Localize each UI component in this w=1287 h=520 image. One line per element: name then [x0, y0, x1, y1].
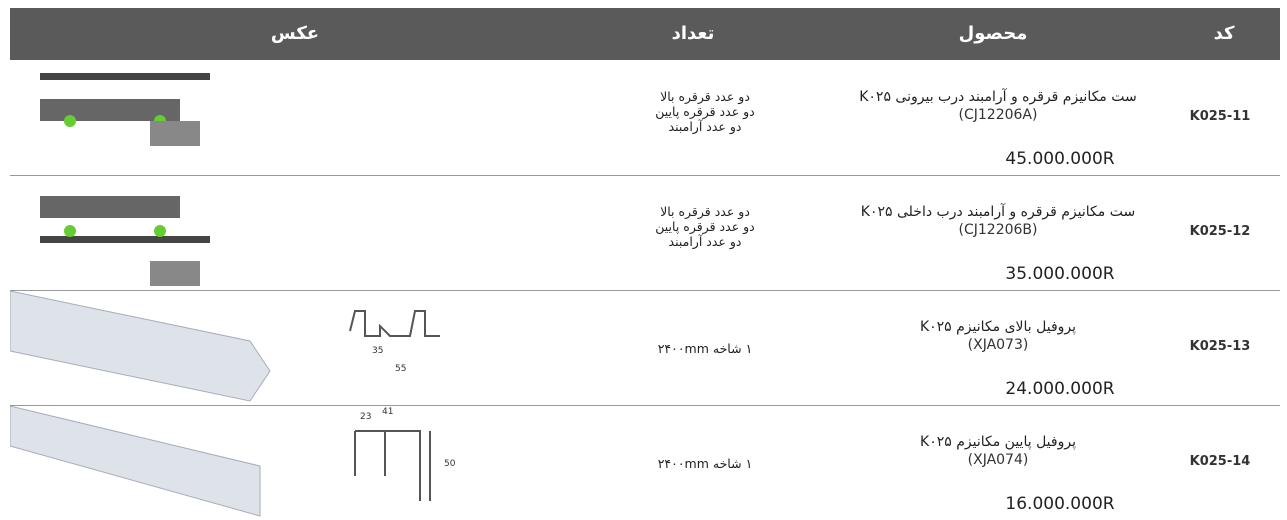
image-shape	[349, 310, 440, 337]
quantity-line: دو عدد قرقره پایین	[655, 104, 755, 119]
image-shape	[10, 291, 271, 402]
product-model: (XJA074)	[967, 452, 1029, 468]
product-price: 16.000.000R	[1005, 494, 1115, 514]
header-cell: عکس	[270, 23, 320, 44]
dimension-label: 41	[382, 407, 393, 417]
product-model: (CJ12206A)	[958, 107, 1038, 123]
image-shape	[150, 261, 200, 286]
quantity: ۱ شاخه ۲۴۰۰mm	[580, 456, 830, 471]
quantity: ۱ شاخه ۲۴۰۰mm	[580, 341, 830, 356]
quantity-line: دو عدد آرامبند	[668, 234, 742, 249]
image-shape	[40, 236, 210, 243]
quantity-line: دو عدد قرقره پایین	[655, 219, 755, 234]
dimension-label: 23	[360, 412, 371, 422]
product-name: ست مکانیزم قرقره و آرامبند درب داخلی K۰۲…	[860, 204, 1136, 220]
table-row: K025-12 ست مکانیزم قرقره و آرامبند درب دا…	[10, 176, 1280, 291]
quantity: دو عدد قرقره بالا دو عدد قرقره پایین دو عد…	[580, 89, 830, 134]
product-code: K025-11	[1189, 109, 1251, 124]
image-shape	[10, 406, 261, 517]
product-image	[40, 196, 210, 286]
product-price: 35.000.000R	[1005, 264, 1115, 284]
image-shape	[64, 225, 76, 237]
product-price: 45.000.000R	[1005, 149, 1115, 169]
dimension-label: 35	[372, 346, 383, 356]
quantity-line: دو عدد آرامبند	[668, 119, 742, 134]
quantity-line: ۱ شاخه ۲۴۰۰mm	[657, 341, 753, 356]
product-price: 24.000.000R	[1005, 379, 1115, 399]
quantity-line: دو عدد قرقره بالا	[660, 204, 750, 219]
product-code: K025-13	[1189, 339, 1251, 354]
image-shape	[40, 73, 210, 80]
table-row: K025-13 پروفیل بالای مکانیزم K۰۲۵ (XJA073)…	[10, 291, 1280, 406]
product-code: K025-14	[1189, 454, 1251, 469]
product-name: پروفیل بالای مکانیزم K۰۲۵	[919, 319, 1077, 335]
product-name: ست مکانیزم قرقره و آرامبند درب بیرونی K۰…	[859, 89, 1137, 105]
product-image: 35 55	[10, 291, 440, 402]
table-row: K025-14 پروفیل پایین مکانیزم K۰۲۵ (XJA074)…	[10, 406, 1280, 520]
image-shape	[40, 196, 180, 218]
header-cell: کد	[1213, 23, 1235, 44]
product-code: K025-12	[1189, 224, 1251, 239]
product-image: 23 41 50	[10, 406, 456, 517]
image-shape	[354, 430, 431, 501]
dimension-label: 50	[444, 459, 456, 469]
product-image	[40, 73, 210, 146]
image-shape	[150, 121, 200, 146]
image-shape	[154, 225, 166, 237]
table-row: K025-11 ست مکانیزم قرقره و آرامبند درب بی…	[10, 61, 1280, 176]
quantity: دو عدد قرقره بالا دو عدد قرقره پایین دو عد…	[580, 204, 830, 249]
header-cell: محصول	[958, 23, 1028, 44]
image-shape	[64, 115, 76, 127]
product-model: (XJA073)	[967, 337, 1029, 353]
quantity-line: دو عدد قرقره بالا	[660, 89, 750, 104]
header-cell: تعداد	[671, 23, 715, 44]
product-name: پروفیل پایین مکانیزم K۰۲۵	[920, 434, 1076, 450]
quantity-line: ۱ شاخه ۲۴۰۰mm	[657, 456, 753, 471]
image-shape	[40, 99, 180, 121]
dimension-label: 55	[395, 364, 406, 374]
product-model: (CJ12206B)	[958, 222, 1038, 238]
table-header: کد محصول تعداد عکس	[10, 8, 1280, 60]
